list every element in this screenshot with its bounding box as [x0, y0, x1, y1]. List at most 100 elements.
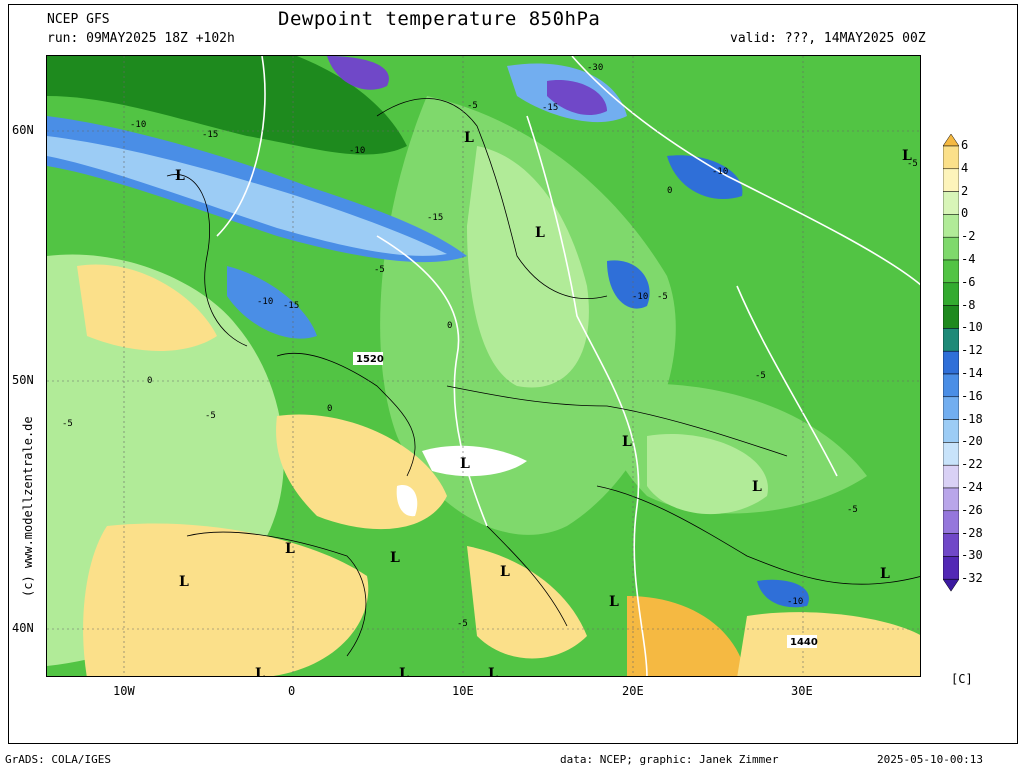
colorbar-label: -2: [961, 229, 976, 244]
colorbar-swatch: [942, 282, 960, 306]
side-credit-text: (c) www.modellzentrale.de: [21, 416, 35, 597]
field-balkans: [647, 434, 768, 515]
contour-labels: -10 -15 -10 -15 -5 -5 -15 -30 -10 -10 -5…: [62, 63, 918, 629]
lat-label: 40N: [12, 621, 34, 635]
low-marker: L: [464, 130, 474, 146]
low-marker: L: [622, 434, 632, 450]
field-turkey: [737, 612, 920, 676]
contour-label: -5: [755, 371, 766, 381]
map-canvas: -10 -15 -10 -15 -5 -5 -15 -30 -10 -10 -5…: [47, 56, 920, 677]
low-marker: L: [902, 148, 912, 164]
contour-label: 0: [667, 186, 672, 196]
field-north-sea-band: [47, 56, 407, 155]
contour-label: -10: [632, 292, 648, 302]
footer-software: GrADS: COLA/IGES: [5, 753, 111, 766]
lat-label: 50N: [12, 373, 34, 387]
colorbar-label: -6: [961, 274, 976, 289]
contour-label: -5: [62, 419, 73, 429]
low-marker: L: [488, 666, 498, 677]
colorbar-swatch: [942, 259, 960, 284]
contour-label: 0: [327, 404, 332, 414]
low-markers: L L L L L L L L L L L L L L L L: [175, 130, 912, 677]
contour-label: -15: [283, 301, 299, 311]
low-marker: L: [535, 225, 545, 241]
contour-label: -10: [130, 120, 146, 130]
contour-label: -30: [587, 63, 603, 73]
contour-label: -5: [657, 292, 668, 302]
colorbar: [942, 133, 960, 634]
colorbar-swatch: [942, 556, 960, 580]
field-iberia: [83, 523, 369, 676]
valid-time: valid: ???, 14MAY2025 00Z: [730, 31, 926, 46]
low-marker: L: [179, 574, 189, 590]
colorbar-swatch: [942, 191, 960, 215]
field-ireland: [77, 264, 217, 351]
colorbar-swatch: [942, 305, 960, 329]
lon-label: 10W: [113, 684, 135, 698]
field-poland: [467, 146, 589, 388]
contour-label: -10: [787, 597, 803, 607]
colorbar-label: 2: [961, 183, 969, 198]
model-name: NCEP GFS: [47, 12, 110, 27]
run-info: run: 09MAY2025 18Z +102h: [47, 31, 235, 46]
contour-label: -5: [847, 505, 858, 515]
colorbar-label: -30: [961, 548, 983, 563]
colorbar-label: -4: [961, 252, 976, 266]
colorbar-label: -16: [961, 388, 983, 403]
colorbar-label: -24: [961, 480, 983, 494]
pressure-labels: 1520 1440: [353, 352, 818, 648]
colorbar-swatch: [942, 168, 960, 192]
colorbar-label: -10: [961, 320, 983, 335]
pressure-label: 1520: [356, 354, 384, 365]
colorbar-label: -20: [961, 434, 983, 449]
contour-label: -10: [257, 297, 273, 307]
colorbar-unit: [C]: [951, 672, 973, 686]
colorbar-swatches: [942, 133, 960, 592]
field-greece: [627, 596, 747, 676]
contour-label: -5: [205, 411, 216, 421]
isolines: [216, 56, 920, 676]
side-credit: (c) www.modellzentrale.de: [18, 416, 36, 610]
colorbar-swatch: [942, 236, 960, 261]
colorbar-label: -22: [961, 457, 983, 472]
field-uk-cold: [227, 266, 317, 339]
graticule: [47, 56, 920, 676]
colorbar-label: -32: [961, 571, 983, 586]
colorbar-swatch: [942, 350, 960, 375]
low-marker: L: [460, 456, 470, 472]
low-marker: L: [752, 479, 762, 495]
contour-label: 0: [447, 321, 452, 331]
contour-label: -5: [457, 619, 468, 629]
figure-frame: [8, 4, 1018, 744]
lat-label: 60N: [12, 123, 34, 137]
low-marker: L: [500, 564, 510, 580]
colorbar-swatch: [942, 442, 960, 466]
field-finland-core: [547, 80, 607, 116]
colorbar-label: 0: [961, 206, 969, 221]
colorbar-label: -14: [961, 366, 983, 380]
colorbar-swatch: [942, 533, 960, 557]
contour-label: 0: [147, 376, 152, 386]
contour-label: -15: [542, 103, 558, 113]
colorbar-label: -26: [961, 502, 983, 517]
colorbar-swatch: [942, 464, 960, 489]
contour-label: -15: [202, 130, 218, 140]
field-alps-gap-2: [396, 485, 418, 517]
low-marker: L: [175, 168, 185, 184]
lon-label: 30E: [791, 684, 813, 698]
contour-label: -10: [349, 146, 365, 156]
colorbar-bottom-arrow: [942, 578, 960, 592]
contour-label: -5: [467, 101, 478, 111]
colorbar-label: -28: [961, 525, 983, 540]
colorbar-swatch: [942, 396, 960, 420]
colorbar-top-arrow: [942, 133, 960, 147]
low-marker: L: [285, 541, 295, 557]
field-alps-gap: [422, 445, 527, 477]
low-marker: L: [609, 594, 619, 610]
low-marker: L: [880, 566, 890, 582]
contour-label: -15: [427, 213, 443, 223]
colorbar-swatch: [942, 510, 960, 534]
colorbar-swatch: [942, 419, 960, 443]
lon-label: 0: [288, 684, 296, 698]
footer-credit: data: NCEP; graphic: Janek Zimmer: [560, 753, 779, 766]
